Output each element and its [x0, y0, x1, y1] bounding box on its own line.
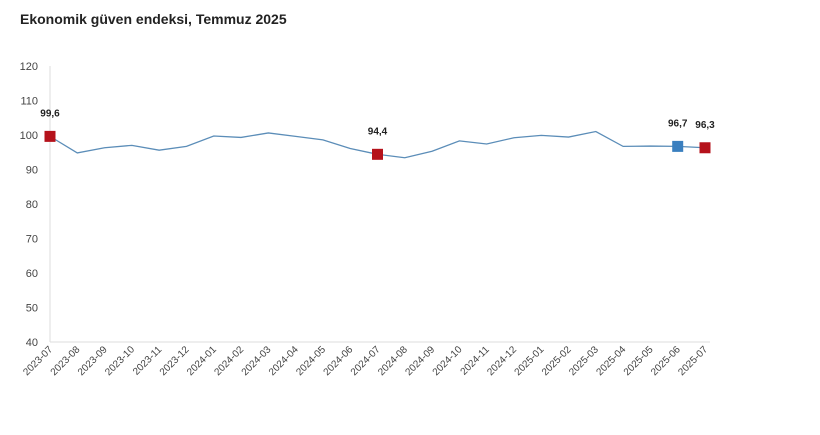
- x-tick-label: 2024-10: [431, 344, 465, 378]
- y-tick-label: 70: [26, 234, 38, 246]
- data-label: 96,3: [695, 120, 715, 131]
- data-label: 96,7: [668, 118, 688, 129]
- highlight-marker: [672, 140, 684, 152]
- highlight-marker: [699, 142, 711, 154]
- y-tick-label: 100: [20, 130, 38, 142]
- y-tick-label: 40: [26, 337, 38, 349]
- highlight-marker: [44, 130, 56, 142]
- y-tick-label: 80: [26, 199, 38, 211]
- y-tick-label: 90: [26, 165, 38, 177]
- highlight-marker: [372, 148, 383, 160]
- chart-title: Ekonomik güven endeksi, Temmuz 2025: [20, 11, 287, 27]
- y-tick-label: 60: [26, 268, 38, 280]
- y-tick-label: 120: [20, 61, 38, 73]
- x-tick-label: 2025-07: [676, 344, 710, 378]
- x-tick-label: 2023-10: [103, 344, 137, 378]
- data-label: 94,4: [368, 126, 388, 137]
- y-tick-label: 110: [20, 96, 38, 108]
- data-label: 99,6: [40, 108, 60, 119]
- y-tick-label: 50: [26, 303, 38, 315]
